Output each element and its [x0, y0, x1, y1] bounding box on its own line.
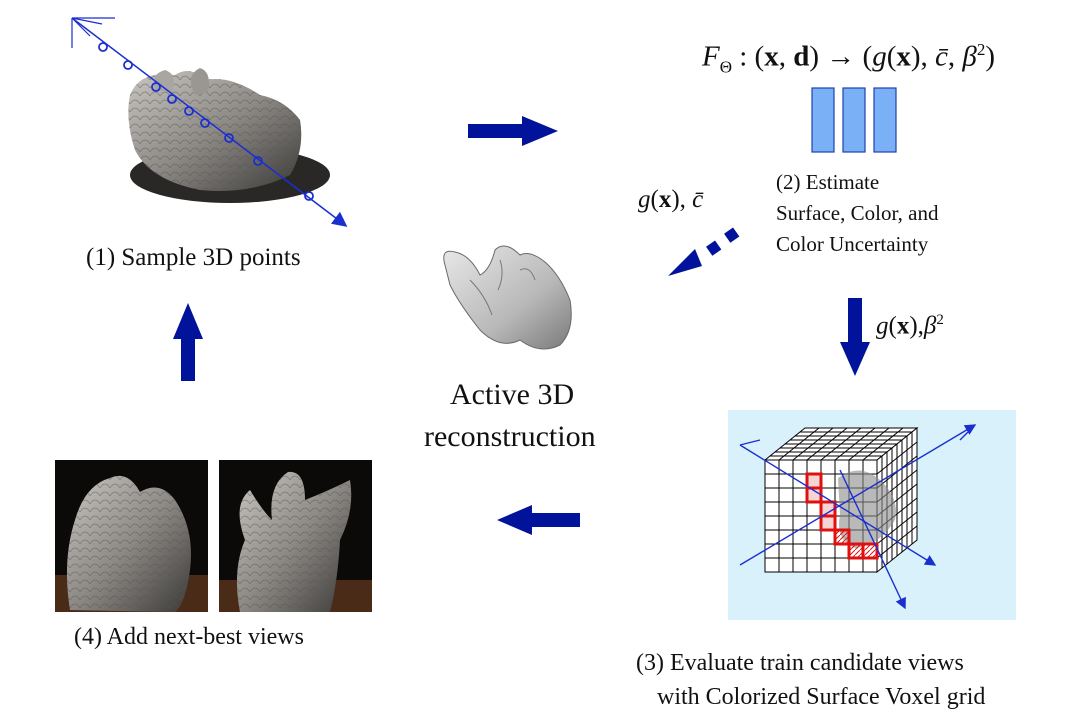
dashed-arrow [668, 227, 740, 276]
voxel-grid-panel [728, 410, 1016, 620]
g-beta-x: x [896, 312, 910, 340]
formula-comma: , [778, 40, 794, 73]
step3-line2: with Colorized Surface Voxel grid [657, 684, 986, 710]
mesh-reconstruction-image [443, 245, 572, 350]
formula-beta: β [962, 40, 977, 73]
formula-comma2: , [947, 40, 963, 73]
formula-cbar: c̄ [935, 40, 948, 73]
step1-caption: (1) Sample 3D points [86, 244, 301, 271]
step2-line1: (2) Estimate [776, 170, 880, 194]
g-cbar-label: g(x), c̄ [638, 186, 704, 213]
arrow-up [173, 303, 203, 381]
g-cbar-g: g [638, 186, 651, 213]
step2-line3: Color Uncertainty [776, 232, 929, 256]
g-beta-g: g [876, 312, 889, 340]
step2-line2: Surface, Color, and [776, 201, 939, 225]
next-best-view-photo-2 [219, 460, 372, 612]
sample-points [98, 42, 314, 201]
surface-voxels [805, 472, 879, 560]
arrow-down [840, 298, 870, 376]
formula-x: x [764, 40, 779, 73]
step3-line1: (3) Evaluate train candidate views [636, 650, 964, 676]
formula-paren-open: ( [886, 40, 897, 73]
formula: FΘ : (x, d) → (g(x), c̄, β2) [702, 40, 995, 77]
g-cbar-x: x [658, 186, 672, 213]
formula-paren-close-comma: ), [910, 40, 936, 73]
center-title-line1: Active 3D [450, 378, 575, 411]
step4-caption: (4) Add next-best views [74, 624, 304, 650]
formula-theta: Θ [719, 57, 732, 77]
arrow-right [468, 116, 558, 146]
center-title-line2: reconstruction [424, 420, 596, 453]
g-cbar-c: c̄ [692, 186, 704, 213]
formula-colon: : ( [732, 40, 765, 73]
bird-statue-image [128, 68, 330, 203]
formula-x2: x [896, 40, 911, 73]
arrow-left [497, 505, 580, 535]
formula-F: F [702, 40, 720, 73]
next-best-view-photo-1 [55, 460, 208, 612]
formula-end: ) [985, 40, 996, 73]
formula-g: g [872, 40, 887, 73]
g-beta-label: g(x),β2 [876, 312, 944, 340]
g-beta-sq: 2 [936, 312, 944, 328]
formula-d: d [793, 40, 810, 73]
g-beta-b: β [923, 312, 937, 340]
network-blocks [811, 87, 897, 153]
formula-arrow: ) → ( [809, 40, 873, 73]
formula-sq: 2 [976, 40, 986, 59]
